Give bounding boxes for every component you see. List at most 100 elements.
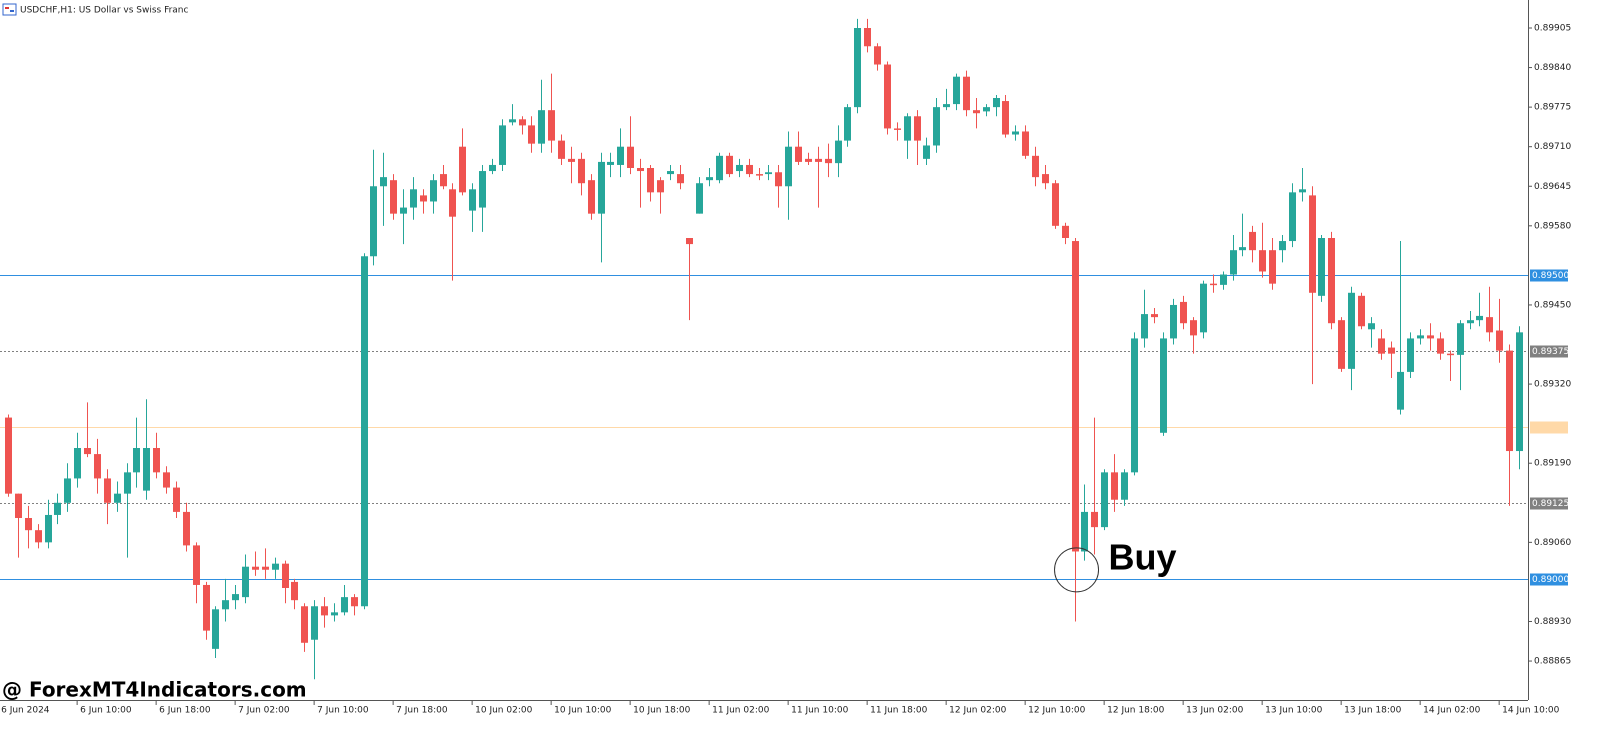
candle-body bbox=[1368, 323, 1375, 330]
candle-body bbox=[1388, 347, 1395, 354]
x-tick-label: 11 Jun 02:00 bbox=[712, 706, 769, 716]
candle-body bbox=[904, 116, 911, 141]
candle-body bbox=[321, 606, 328, 616]
candle-body bbox=[410, 189, 417, 208]
candle-body bbox=[212, 609, 219, 649]
candle-body bbox=[825, 158, 832, 164]
candle-body bbox=[509, 119, 516, 123]
chart-icon bbox=[2, 3, 17, 16]
y-tick-label: 0.89320 bbox=[1534, 380, 1571, 390]
candle-body bbox=[1407, 338, 1414, 372]
candle-body bbox=[884, 64, 891, 129]
x-tick-label: 11 Jun 18:00 bbox=[870, 706, 927, 716]
candle-body bbox=[1220, 274, 1227, 285]
x-tick-label: 12 Jun 18:00 bbox=[1107, 706, 1164, 716]
y-tick-label: 0.89905 bbox=[1534, 24, 1571, 34]
candle-body bbox=[1121, 472, 1128, 500]
candle-body bbox=[1210, 283, 1217, 286]
candle-body bbox=[1111, 472, 1118, 500]
candle-body bbox=[943, 104, 950, 108]
candle-body bbox=[203, 584, 210, 631]
candle-body bbox=[25, 518, 32, 531]
candle-body bbox=[143, 448, 150, 491]
candle-body bbox=[726, 155, 733, 175]
y-tick-label: 0.89775 bbox=[1534, 103, 1571, 113]
candle-body bbox=[380, 177, 387, 187]
candle-body bbox=[588, 180, 595, 214]
x-tick-label: 6 Jun 2024 bbox=[1, 706, 50, 716]
candle-body bbox=[538, 110, 545, 144]
candle-body bbox=[894, 128, 901, 130]
candle-body bbox=[5, 417, 12, 494]
candle-body bbox=[657, 180, 664, 193]
candle-body bbox=[1457, 323, 1464, 355]
y-tick-label: 0.89840 bbox=[1534, 63, 1571, 73]
candle-body bbox=[963, 76, 970, 111]
candle-body bbox=[1002, 101, 1009, 135]
plot-area: Buy bbox=[0, 18, 1528, 680]
candle-body bbox=[479, 171, 486, 208]
candle-body bbox=[1032, 155, 1039, 178]
candle-body bbox=[598, 161, 605, 214]
candle-body bbox=[874, 46, 881, 65]
candle-body bbox=[923, 145, 930, 159]
candle-body bbox=[291, 581, 298, 601]
candle-body bbox=[765, 172, 772, 175]
x-tick-label: 13 Jun 18:00 bbox=[1344, 706, 1401, 716]
chart-icon-part bbox=[10, 10, 14, 12]
candle-body bbox=[1358, 295, 1365, 327]
candle-body bbox=[1230, 250, 1237, 275]
x-tick-label: 7 Jun 10:00 bbox=[317, 706, 369, 716]
x-tick-label: 13 Jun 02:00 bbox=[1186, 706, 1243, 716]
candle-body bbox=[746, 164, 753, 175]
candle-body bbox=[795, 146, 802, 162]
candle-body bbox=[193, 545, 200, 585]
candle-body bbox=[499, 125, 506, 165]
candle-body bbox=[242, 566, 249, 598]
candle-body bbox=[775, 172, 782, 187]
candle-body bbox=[1072, 241, 1079, 552]
candle-body bbox=[1279, 241, 1286, 251]
candle-body bbox=[785, 146, 792, 187]
candle-body bbox=[222, 600, 229, 610]
candle-body bbox=[272, 563, 279, 570]
chart-title: USDCHF,H1: US Dollar vs Swiss Franc bbox=[20, 6, 189, 16]
x-tick-label: 14 Jun 02:00 bbox=[1423, 706, 1480, 716]
x-tick-label: 10 Jun 10:00 bbox=[554, 706, 611, 716]
candle-body bbox=[1160, 338, 1167, 433]
candle-body bbox=[1180, 301, 1187, 324]
candle-body bbox=[489, 164, 496, 172]
candle-body bbox=[1081, 511, 1088, 552]
candle-body bbox=[262, 566, 269, 570]
candle-body bbox=[1318, 238, 1325, 296]
candle-body bbox=[548, 110, 555, 141]
candle-body bbox=[1012, 131, 1019, 135]
annotation-circle bbox=[1054, 547, 1100, 593]
level-label: 0.89000 bbox=[1532, 575, 1569, 585]
x-tick-label: 10 Jun 02:00 bbox=[475, 706, 532, 716]
price-axis-bg bbox=[1528, 0, 1600, 731]
axes: 0.89905 0.89840 0.89775 0.89710 0.89645 0.895… bbox=[1, 24, 1571, 716]
candle-body bbox=[400, 207, 407, 214]
candle-body bbox=[578, 158, 585, 184]
candle-body bbox=[1496, 330, 1503, 351]
candle-body bbox=[1378, 338, 1385, 354]
x-tick-label: 12 Jun 02:00 bbox=[949, 706, 1006, 716]
candle-body bbox=[953, 76, 960, 105]
x-tick-label: 6 Jun 18:00 bbox=[159, 706, 211, 716]
candle-body bbox=[84, 448, 91, 455]
level-tag bbox=[1530, 269, 1568, 282]
candle-body bbox=[1476, 315, 1483, 321]
x-tick-label: 10 Jun 18:00 bbox=[633, 706, 690, 716]
candle-body bbox=[568, 158, 575, 162]
candle-body bbox=[914, 116, 921, 141]
candle-body bbox=[1289, 192, 1296, 242]
level-label: 0.89375 bbox=[1532, 347, 1569, 357]
candle-body bbox=[1259, 250, 1266, 272]
candle-body bbox=[844, 107, 851, 141]
candle-body bbox=[696, 183, 703, 214]
candle-body bbox=[173, 487, 180, 512]
candle-body bbox=[153, 448, 160, 473]
candle-body bbox=[756, 174, 763, 176]
candle-body bbox=[1516, 332, 1523, 452]
